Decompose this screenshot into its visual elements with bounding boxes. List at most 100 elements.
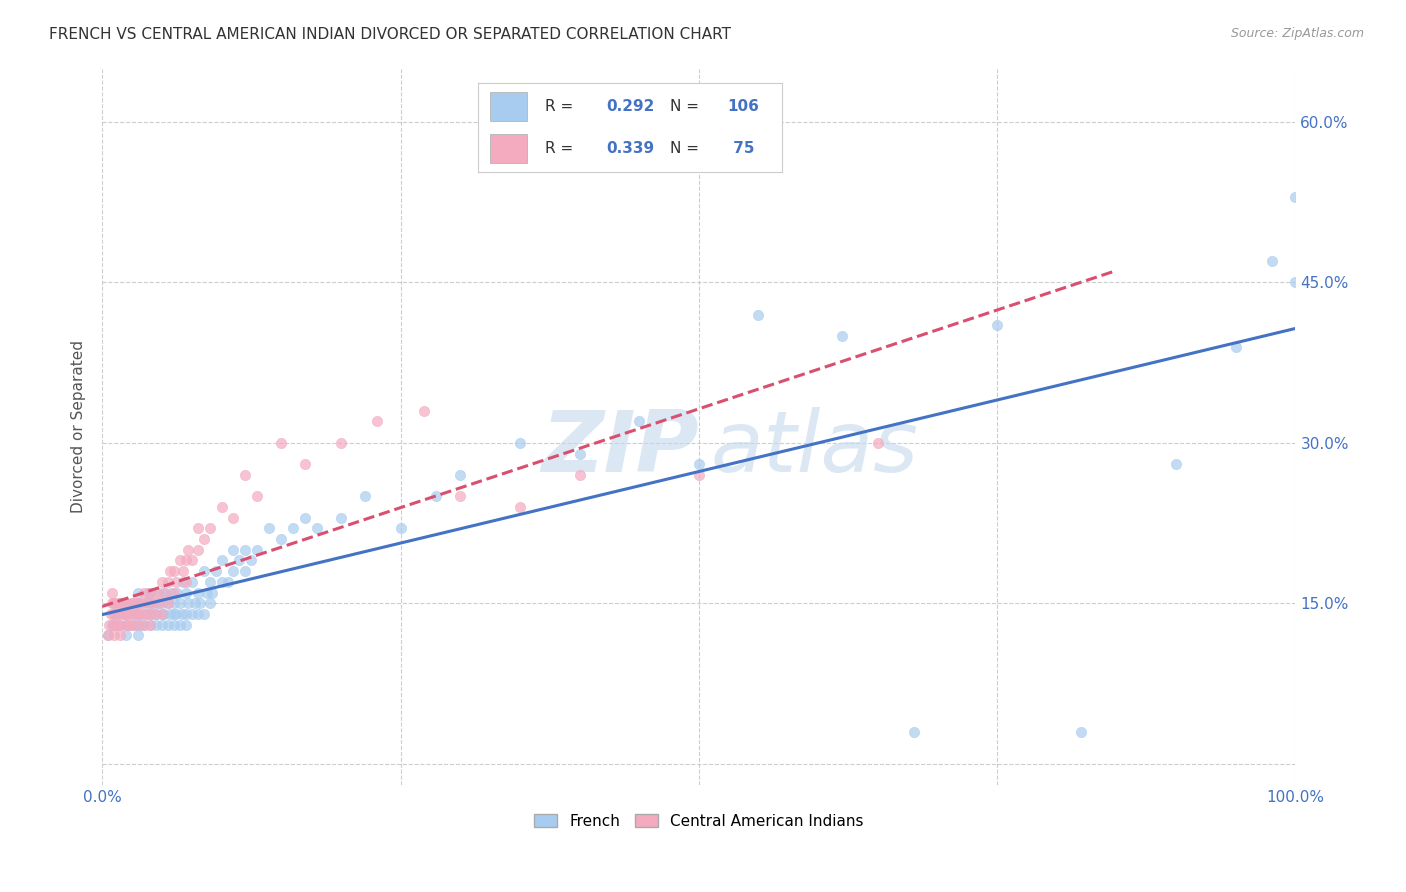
Point	[389, 521, 412, 535]
Point	[108, 596, 131, 610]
Point	[111, 596, 134, 610]
Point	[329, 510, 352, 524]
Point	[131, 607, 153, 621]
Point	[127, 596, 149, 610]
Point	[163, 596, 186, 610]
Text: ZIP: ZIP	[541, 407, 699, 490]
Point	[145, 585, 167, 599]
Point	[211, 500, 233, 514]
Point	[201, 585, 224, 599]
Point	[509, 500, 531, 514]
Point	[177, 596, 200, 610]
Point	[100, 617, 122, 632]
Point	[163, 607, 186, 621]
Point	[204, 564, 226, 578]
Point	[103, 617, 125, 632]
Point	[986, 318, 1008, 333]
Point	[139, 585, 162, 599]
Point	[172, 564, 194, 578]
Point	[366, 414, 388, 428]
Point	[112, 607, 135, 621]
Point	[150, 607, 173, 621]
Point	[139, 617, 162, 632]
Point	[136, 596, 159, 610]
Point	[688, 467, 710, 482]
Point	[222, 542, 245, 557]
Point	[117, 617, 139, 632]
Point	[97, 628, 120, 642]
Point	[150, 607, 173, 621]
Point	[163, 617, 186, 632]
Point	[174, 607, 197, 621]
Point	[903, 724, 925, 739]
Point	[100, 585, 122, 599]
Point	[747, 308, 769, 322]
Point	[217, 574, 239, 589]
Point	[294, 510, 316, 524]
Point	[100, 596, 122, 610]
Point	[188, 596, 211, 610]
Point	[180, 553, 202, 567]
Point	[121, 596, 143, 610]
Point	[222, 564, 245, 578]
Point	[153, 607, 176, 621]
Point	[1070, 724, 1092, 739]
Point	[166, 585, 188, 599]
Point	[177, 542, 200, 557]
Point	[127, 628, 149, 642]
Point	[165, 574, 187, 589]
Point	[1260, 254, 1282, 268]
Point	[305, 521, 328, 535]
Point	[156, 617, 179, 632]
Point	[184, 596, 207, 610]
Point	[132, 596, 155, 610]
Point	[246, 542, 269, 557]
Point	[103, 596, 125, 610]
Point	[509, 435, 531, 450]
Point	[145, 617, 167, 632]
Point	[108, 607, 131, 621]
Point	[246, 489, 269, 503]
Point	[127, 585, 149, 599]
Point	[153, 585, 176, 599]
Point	[145, 607, 167, 621]
Point	[124, 607, 146, 621]
Point	[211, 574, 233, 589]
Point	[105, 607, 128, 621]
Point	[159, 564, 181, 578]
Point	[136, 585, 159, 599]
Point	[198, 596, 221, 610]
Point	[413, 403, 436, 417]
Point	[103, 628, 125, 642]
Point	[568, 446, 591, 460]
Point	[187, 521, 209, 535]
Point	[187, 542, 209, 557]
Point	[329, 435, 352, 450]
Point	[115, 596, 138, 610]
Point	[222, 510, 245, 524]
Point	[132, 617, 155, 632]
Point	[235, 542, 257, 557]
Point	[121, 617, 143, 632]
Point	[118, 607, 141, 621]
Point	[294, 457, 316, 471]
Point	[270, 435, 292, 450]
Point	[195, 585, 218, 599]
Point	[165, 607, 187, 621]
Point	[148, 585, 170, 599]
Point	[117, 607, 139, 621]
Text: FRENCH VS CENTRAL AMERICAN INDIAN DIVORCED OR SEPARATED CORRELATION CHART: FRENCH VS CENTRAL AMERICAN INDIAN DIVORC…	[49, 27, 731, 42]
Y-axis label: Divorced or Separated: Divorced or Separated	[72, 341, 86, 513]
Point	[139, 607, 162, 621]
Point	[180, 574, 202, 589]
Point	[172, 574, 194, 589]
Point	[115, 617, 138, 632]
Point	[142, 596, 165, 610]
Point	[139, 607, 162, 621]
Point	[139, 585, 162, 599]
Point	[108, 628, 131, 642]
Point	[174, 553, 197, 567]
Point	[228, 553, 250, 567]
Point	[127, 607, 149, 621]
Point	[259, 521, 281, 535]
